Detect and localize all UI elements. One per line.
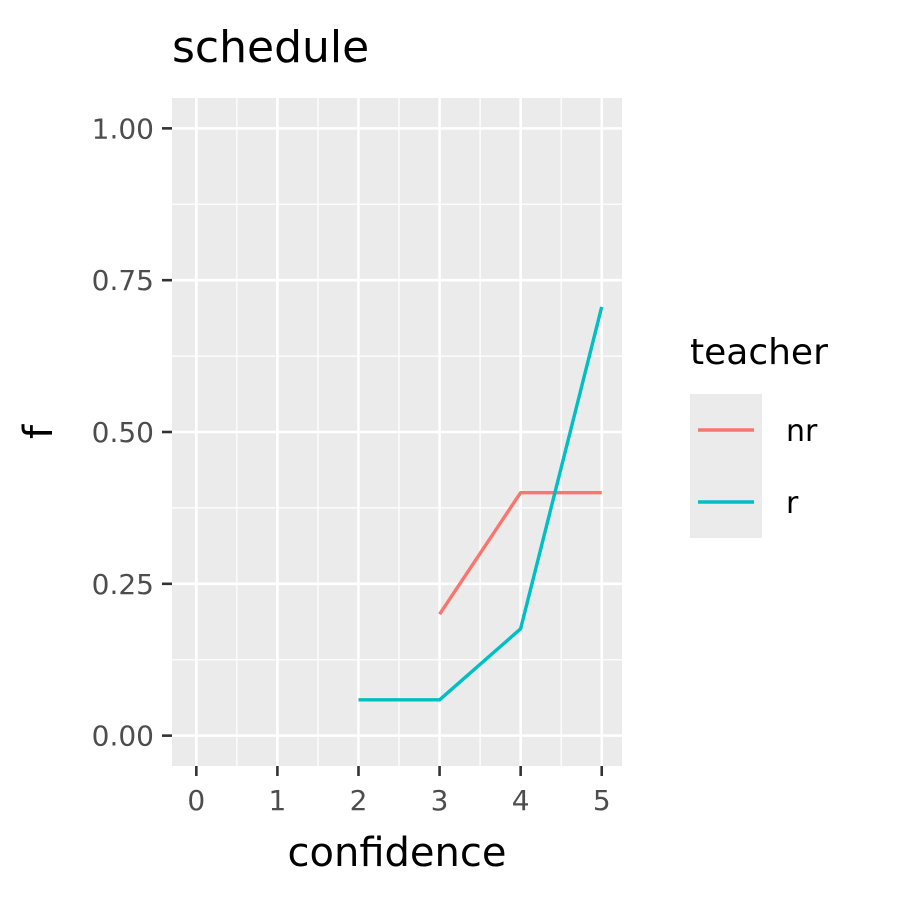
legend-key-background <box>690 394 762 538</box>
series-line-r <box>358 306 604 702</box>
legend-title: teacher <box>690 332 828 373</box>
x-tick-label: 0 <box>187 784 205 817</box>
x-tick-label: 3 <box>431 784 449 817</box>
y-tick-label: 0.25 <box>92 568 154 601</box>
legend-label-r: r <box>786 486 799 521</box>
legend-items: nr r <box>698 414 818 521</box>
x-tick-label: 4 <box>512 784 530 817</box>
series-line-nr <box>438 491 602 616</box>
y-tick-label: 0.75 <box>92 264 154 297</box>
legend-label-nr: nr <box>786 414 818 449</box>
series-lines <box>358 306 604 702</box>
x-axis: 0 1 2 3 4 5 <box>187 766 611 817</box>
major-gridlines <box>172 98 622 766</box>
y-axis-title: f <box>16 424 62 439</box>
legend: teacher nr r <box>690 332 828 538</box>
x-tick-label: 5 <box>593 784 611 817</box>
chart-title: schedule <box>172 22 369 73</box>
y-tick-label: 0.00 <box>92 720 154 753</box>
y-tick-label: 0.50 <box>92 416 154 449</box>
x-tick-label: 2 <box>350 784 368 817</box>
x-axis-title: confidence <box>288 830 507 876</box>
x-tick-label: 1 <box>268 784 286 817</box>
y-tick-label: 1.00 <box>92 112 154 145</box>
y-axis: 0.00 0.25 0.50 0.75 1.00 <box>92 112 172 753</box>
